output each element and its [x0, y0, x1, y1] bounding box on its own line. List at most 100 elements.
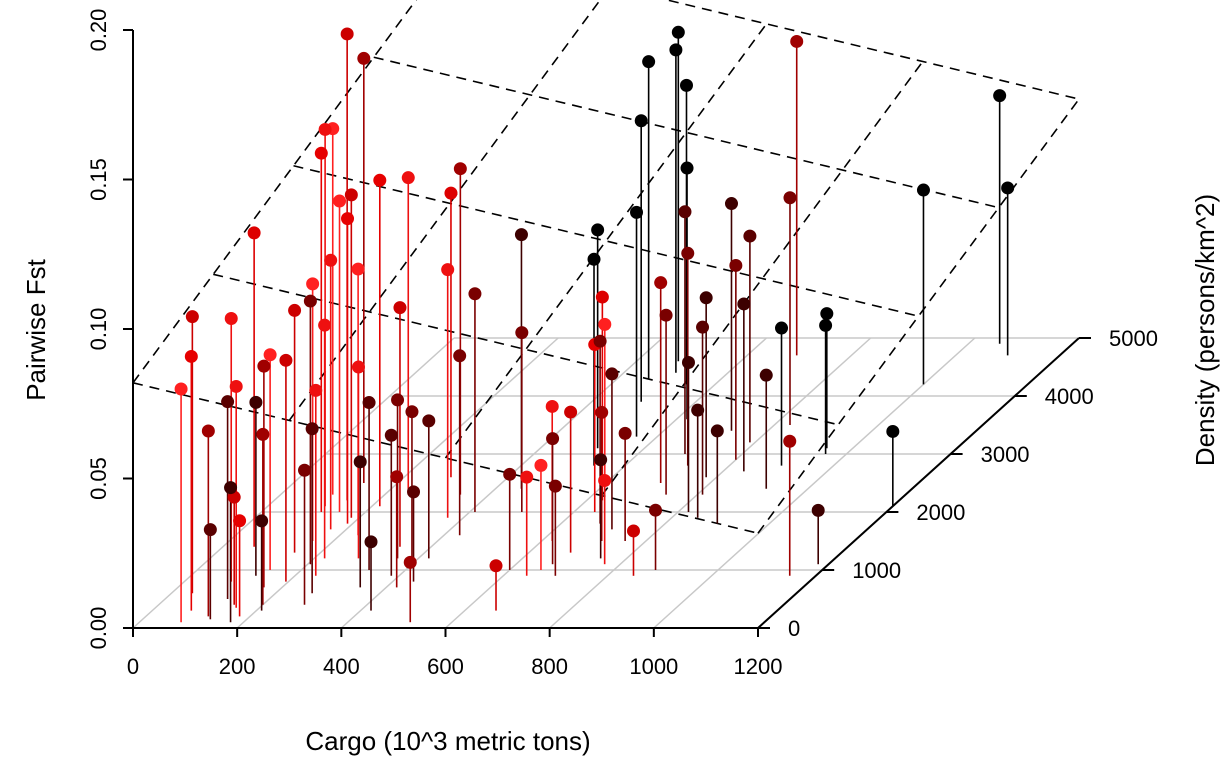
plane-line [373, 56, 999, 209]
data-point [598, 317, 612, 331]
data-point [593, 334, 607, 348]
data-point [353, 455, 367, 469]
data-point [298, 463, 312, 477]
data-point [564, 405, 578, 419]
z-tick-label: 0.20 [86, 9, 111, 52]
y-tick-label: 1000 [852, 558, 901, 583]
data-point [545, 399, 559, 413]
points [174, 25, 1015, 573]
data-point [634, 114, 648, 128]
regression-plane [132, 0, 1080, 534]
plane-line [663, 0, 1080, 100]
data-point [514, 228, 528, 242]
data-point [820, 307, 834, 321]
y-tick-label: 5000 [1109, 326, 1158, 351]
data-point [724, 197, 738, 211]
plane-line [213, 273, 839, 426]
z-axis-title: Pairwise Fst [21, 258, 51, 400]
data-point [174, 382, 188, 396]
data-point [886, 424, 900, 438]
plane-line [132, 0, 418, 384]
data-point [257, 359, 271, 373]
x-tick-label: 1200 [734, 654, 783, 679]
plane-line [757, 98, 1080, 534]
z-tick-label: 0.05 [86, 457, 111, 500]
data-point [468, 287, 482, 301]
grid-line-x [549, 337, 872, 629]
data-point [681, 246, 695, 260]
data-point [351, 262, 365, 276]
data-point [401, 171, 415, 185]
data-point [680, 161, 694, 175]
data-point [318, 122, 332, 136]
stems [180, 32, 1009, 623]
data-point [743, 229, 757, 243]
data-point [364, 535, 378, 549]
data-point [626, 524, 640, 538]
data-point [247, 226, 261, 240]
data-point [340, 27, 354, 41]
data-point [263, 348, 277, 362]
data-point [618, 426, 632, 440]
data-point [203, 523, 217, 537]
data-point [595, 405, 609, 419]
y-axis-title: Density (persons/km^2) [1190, 194, 1220, 466]
data-point [587, 252, 601, 266]
data-point [288, 303, 302, 317]
data-point [691, 403, 705, 417]
data-point [341, 212, 355, 226]
data-point [384, 428, 398, 442]
data-point [357, 51, 371, 65]
data-point [737, 297, 751, 311]
plane-line [601, 61, 924, 497]
data-point [184, 349, 198, 363]
data-point [598, 473, 612, 487]
x-ticks: 0 200 400 600 800 1000 1200 [127, 628, 783, 679]
data-point [405, 405, 419, 419]
data-point [515, 326, 529, 340]
data-point [390, 470, 404, 484]
x-axis-title: Cargo (10^3 metric tons) [305, 726, 590, 756]
z-tick-label: 0.00 [86, 607, 111, 650]
x-tick-label: 400 [323, 654, 360, 679]
data-point [221, 395, 235, 409]
data-point [503, 467, 517, 481]
data-point [407, 485, 421, 499]
data-point [819, 318, 833, 332]
data-point [783, 434, 797, 448]
data-point [224, 481, 238, 495]
grid-line-x [340, 337, 663, 629]
data-point [306, 277, 320, 291]
data-point [993, 89, 1007, 103]
data-point [255, 514, 269, 528]
data-point [453, 349, 467, 363]
data-point [546, 432, 560, 446]
data-point [534, 458, 548, 472]
y-axis-line [757, 337, 1080, 629]
z-tick-label: 0.10 [86, 308, 111, 351]
y-tick-label: 2000 [916, 500, 965, 525]
data-point [324, 253, 338, 267]
data-point [344, 188, 358, 202]
data-point [256, 427, 270, 441]
x-tick-label: 800 [531, 654, 568, 679]
data-point [696, 320, 710, 334]
data-point [453, 162, 467, 176]
data-point [783, 191, 797, 205]
data-point [729, 258, 743, 272]
data-point [318, 318, 332, 332]
data-point [710, 424, 724, 438]
data-point [916, 183, 930, 197]
data-point [679, 78, 693, 92]
data-point [303, 294, 317, 308]
x-tick-label: 200 [219, 654, 256, 679]
x-tick-label: 600 [427, 654, 464, 679]
grid-line-x [653, 337, 976, 629]
data-point [642, 55, 656, 69]
data-point [309, 383, 323, 397]
data-point [775, 321, 789, 335]
data-point [351, 360, 365, 374]
data-point [279, 353, 293, 367]
data-point [422, 414, 436, 428]
